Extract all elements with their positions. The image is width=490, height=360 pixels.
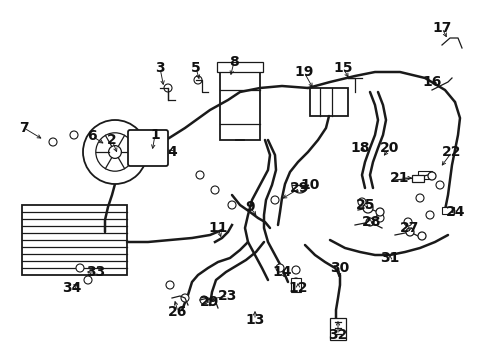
Circle shape [200, 296, 208, 304]
Circle shape [76, 264, 84, 272]
Text: 7: 7 [19, 121, 29, 135]
Text: 32: 32 [328, 328, 348, 342]
Circle shape [331, 320, 339, 328]
Circle shape [181, 294, 189, 302]
Circle shape [164, 84, 172, 92]
Text: 21: 21 [390, 171, 410, 185]
Circle shape [70, 131, 78, 139]
Text: 13: 13 [245, 313, 265, 327]
Circle shape [109, 145, 122, 158]
Text: 3: 3 [155, 61, 165, 75]
Text: 17: 17 [432, 21, 452, 35]
Text: 18: 18 [350, 141, 370, 155]
Circle shape [84, 276, 92, 284]
Circle shape [194, 76, 202, 84]
Bar [217, 62, 263, 72]
Circle shape [376, 214, 384, 222]
Text: 22: 22 [442, 145, 462, 159]
Circle shape [376, 208, 384, 216]
Text: 25: 25 [356, 198, 376, 212]
Text: 1: 1 [150, 128, 160, 142]
Text: 33: 33 [86, 265, 106, 279]
Text: 6: 6 [87, 129, 97, 143]
Text: 23: 23 [219, 289, 238, 303]
Bar [310, 88, 348, 116]
Text: 12: 12 [288, 281, 308, 295]
Text: 11: 11 [208, 221, 228, 235]
Circle shape [418, 232, 426, 240]
FancyBboxPatch shape [128, 130, 168, 166]
Text: 9: 9 [245, 200, 255, 214]
Circle shape [166, 281, 174, 289]
Text: 15: 15 [333, 61, 353, 75]
Circle shape [271, 196, 279, 204]
Circle shape [292, 266, 300, 274]
Bar [291, 278, 301, 292]
Circle shape [83, 120, 147, 184]
Circle shape [96, 133, 134, 171]
Circle shape [436, 181, 444, 189]
Circle shape [358, 198, 366, 206]
Circle shape [426, 211, 434, 219]
Circle shape [406, 228, 414, 236]
Text: 20: 20 [380, 141, 400, 155]
Text: 10: 10 [300, 178, 319, 192]
Text: 34: 34 [62, 281, 82, 295]
Text: 19: 19 [294, 65, 314, 79]
Circle shape [276, 264, 284, 272]
Circle shape [228, 201, 236, 209]
Text: 27: 27 [400, 221, 420, 235]
Text: 29: 29 [290, 181, 310, 195]
Text: 29: 29 [200, 295, 220, 309]
Bar [418, 171, 432, 179]
Text: 30: 30 [330, 261, 350, 275]
Bar [22, 205, 127, 275]
Text: 4: 4 [167, 145, 177, 159]
Circle shape [366, 218, 374, 226]
Circle shape [428, 172, 436, 180]
Circle shape [416, 194, 424, 202]
Text: 14: 14 [272, 265, 292, 279]
Text: 5: 5 [191, 61, 201, 75]
Circle shape [196, 171, 204, 179]
Text: 8: 8 [229, 55, 239, 69]
Bar [220, 72, 260, 140]
Bar [412, 175, 424, 182]
Text: 2: 2 [107, 133, 117, 147]
Text: 28: 28 [362, 215, 382, 229]
Circle shape [49, 138, 57, 146]
Text: 16: 16 [422, 75, 441, 89]
Bar [442, 207, 454, 214]
Circle shape [292, 278, 300, 286]
Text: 31: 31 [380, 251, 400, 265]
Circle shape [211, 186, 219, 194]
Text: 24: 24 [446, 205, 466, 219]
Bar [330, 318, 346, 340]
Circle shape [363, 203, 373, 213]
Text: 26: 26 [168, 305, 188, 319]
Circle shape [404, 218, 412, 226]
